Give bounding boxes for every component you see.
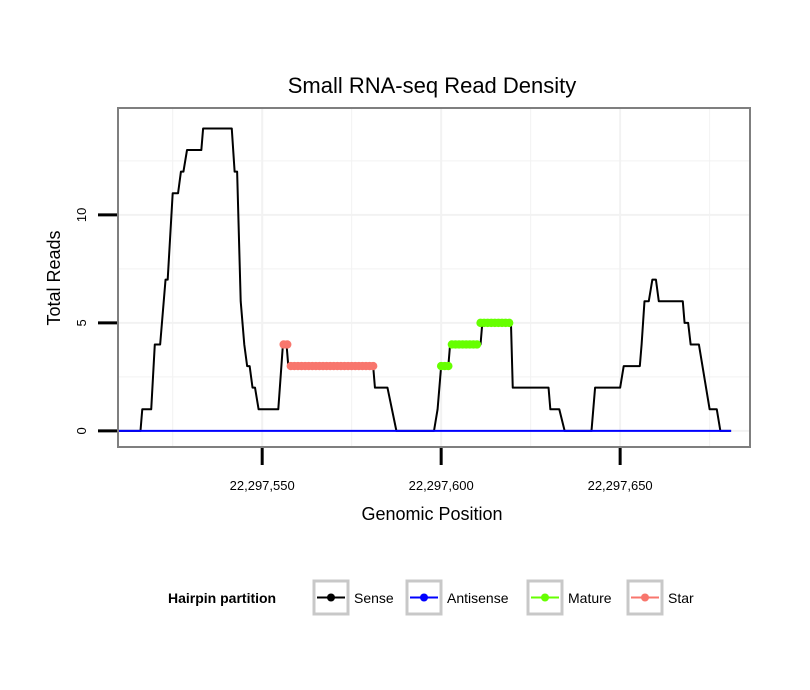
x-axis-title: Genomic Position [361,504,502,524]
grid [119,109,749,446]
legend-item-antisense: Antisense [405,579,509,616]
legend-key-dot [641,593,649,602]
legend-label: Mature [568,590,612,606]
mature-point [504,318,514,328]
legend-key-dot [420,593,428,602]
y-tick-label: 10 [74,208,89,222]
legend-label: Star [668,590,694,606]
y-tick-label: 0 [74,427,89,434]
chart-title: Small RNA-seq Read Density [288,73,577,98]
y-tick-label: 5 [74,319,89,326]
x-tick-label: 22,297,550 [230,478,295,493]
legend-label: Sense [354,590,394,606]
legend: Hairpin partition Sense Antisense Mature St… [168,579,694,616]
legend-key-dot [541,593,549,602]
star-point [368,361,378,371]
plot-border [117,107,751,448]
sense-series-line [119,127,732,432]
x-tick-label: 22,297,600 [409,478,474,493]
y-axis-title: Total Reads [44,230,64,325]
legend-item-sense: Sense [312,579,394,616]
legend-key-dot [327,593,335,602]
legend-title: Hairpin partition [168,590,276,606]
x-tick-label: 22,297,650 [588,478,653,493]
series-layer [119,127,732,432]
mature-point [472,340,482,349]
legend-item-star: Star [626,579,694,616]
legend-label: Antisense [447,590,509,606]
mature-point [444,361,453,371]
legend-item-mature: Mature [526,579,612,616]
star-point [283,340,292,349]
axes: 0 5 10 22,297,550 22,297,600 22,297,650 [74,208,653,493]
